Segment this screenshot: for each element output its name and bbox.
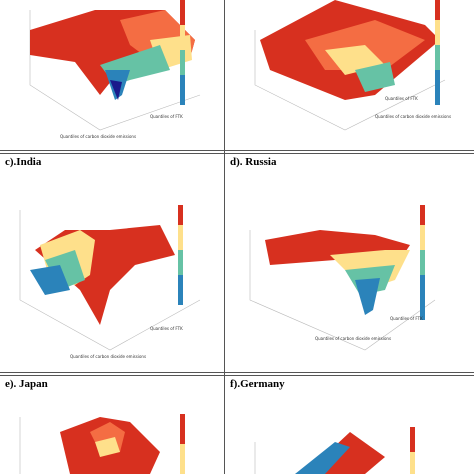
- panel-c-axes: [19, 210, 201, 351]
- row-divider-2b: [0, 375, 474, 376]
- panel-c-label: c).India: [5, 156, 42, 168]
- panel-a-surface-navy: [110, 80, 122, 100]
- panel-f-colorbar-mid: [410, 452, 415, 474]
- row-divider-1: [0, 150, 474, 151]
- panel-d-label: d). Russia: [230, 156, 277, 168]
- panel-a-xlabel: Quantiles of carbon dioxide emissions: [60, 134, 136, 139]
- column-divider: [224, 0, 225, 474]
- panel-c-xlabel: Quantiles of carbon dioxide emissions: [70, 354, 146, 359]
- panel-a-colorbar-mid: [180, 25, 185, 50]
- panel-c-plot: Quantiles of carbon dioxide emissions Qu…: [19, 205, 201, 359]
- panel-f-surface-blue: [295, 442, 350, 474]
- panel-a-colorbar-top: [180, 0, 185, 25]
- panel-b-colorbar-top: [435, 0, 440, 20]
- panel-e-plot: [19, 414, 185, 474]
- panel-b-ylabel: Quantiles of FTK: [385, 96, 418, 101]
- panel-d-colorbar-top: [420, 205, 425, 225]
- panel-f-colorbar-top: [410, 427, 415, 452]
- panel-a-plot: Quantiles of carbon dioxide emissions Qu…: [29, 0, 201, 139]
- panel-d-surface-blue: [355, 278, 380, 315]
- panel-a-colorbar-low: [180, 50, 185, 75]
- panel-c-colorbar-top: [178, 205, 183, 225]
- panel-c-ylabel: Quantiles of FTK: [150, 326, 183, 331]
- panel-f-label: f).Germany: [230, 378, 285, 390]
- panel-c-colorbar-low: [178, 250, 183, 275]
- panel-f-plot: [254, 427, 415, 474]
- panel-c-colorbar-mid: [178, 225, 183, 250]
- row-divider-1b: [0, 153, 474, 154]
- panel-b-plot: Quantiles of carbon dioxide emissions Qu…: [254, 0, 451, 131]
- panel-d-colorbar-low: [420, 250, 425, 275]
- panel-a-ylabel: Quantiles of FTK: [150, 114, 183, 119]
- panel-e-surface-yellow: [95, 437, 120, 457]
- panel-d-plot: Quantiles of carbon dioxide emissions Qu…: [249, 205, 436, 351]
- panel-d-axes: [249, 230, 436, 351]
- panel-d-ylabel: Quantiles of FTK: [390, 316, 423, 321]
- panel-b-axes: [254, 30, 446, 131]
- panel-d-xlabel: Quantiles of carbon dioxide emissions: [315, 336, 391, 341]
- panel-d-colorbar-mid: [420, 225, 425, 250]
- panel-c-colorbar-bottom: [178, 275, 183, 305]
- panel-b-xlabel: Quantiles of carbon dioxide emissions: [375, 114, 451, 119]
- panel-e-colorbar-mid: [180, 444, 185, 474]
- panel-b-colorbar-mid: [435, 20, 440, 45]
- panel-b-surface-cyan: [355, 62, 395, 92]
- panel-e-colorbar-top: [180, 414, 185, 444]
- panel-c-surface-blue: [30, 265, 70, 295]
- panel-a-colorbar-bottom: [180, 75, 185, 105]
- panel-e-label: e). Japan: [5, 378, 48, 390]
- row-divider-2: [0, 372, 474, 373]
- panel-b-colorbar-low: [435, 45, 440, 70]
- panel-d-colorbar-bottom: [420, 275, 425, 320]
- panel-b-colorbar-bottom: [435, 70, 440, 105]
